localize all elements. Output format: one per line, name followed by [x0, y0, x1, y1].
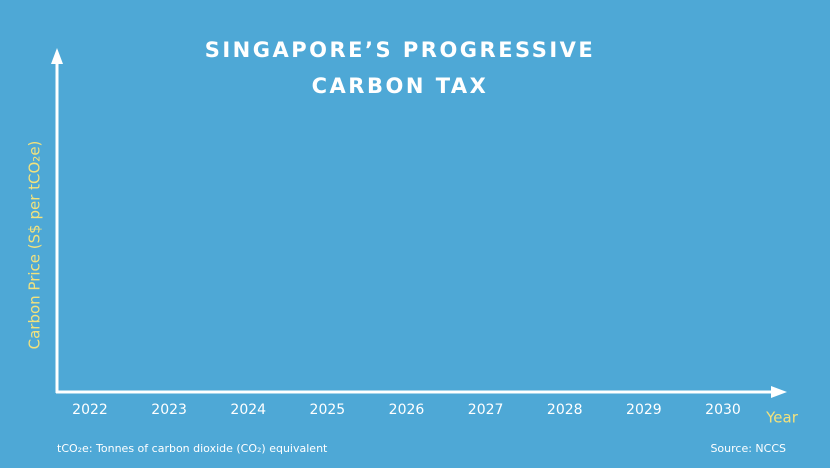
chart-title: CARBON TAX	[312, 74, 489, 98]
y-axis-label: Carbon Price (S$ per tCO₂e)	[26, 141, 44, 350]
y-axis-arrow	[51, 48, 63, 64]
source: Source: NCCS	[710, 442, 786, 455]
x-tick-label: 2026	[389, 402, 425, 418]
x-tick-label: 2022	[72, 402, 108, 418]
x-tick-label: 2030	[705, 402, 741, 418]
x-axis-arrow	[771, 386, 787, 398]
x-axis-label: Year	[765, 409, 799, 427]
x-tick-label: 2024	[230, 402, 266, 418]
x-tick-label: 2028	[547, 402, 583, 418]
x-tick-label: 2025	[310, 402, 346, 418]
x-tick-label: 2029	[626, 402, 662, 418]
chart-title: SINGAPORE’S PROGRESSIVE	[205, 38, 596, 62]
x-tick-label: 2027	[468, 402, 504, 418]
footnote: tCO₂e: Tonnes of carbon dioxide (CO₂) eq…	[57, 442, 328, 455]
x-tick-label: 2023	[151, 402, 187, 418]
